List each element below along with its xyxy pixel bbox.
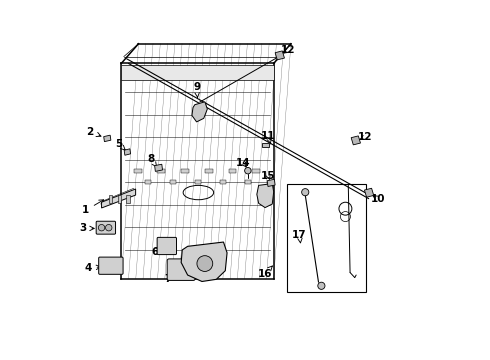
Text: 5: 5 xyxy=(115,139,125,150)
FancyBboxPatch shape xyxy=(167,259,195,280)
Bar xyxy=(145,180,151,184)
Circle shape xyxy=(302,189,309,196)
Bar xyxy=(170,180,176,184)
Polygon shape xyxy=(351,136,361,145)
Text: 2: 2 xyxy=(86,127,101,136)
Polygon shape xyxy=(155,164,163,171)
Text: 13: 13 xyxy=(257,191,272,204)
Text: 11: 11 xyxy=(261,131,275,144)
Circle shape xyxy=(105,225,112,231)
Polygon shape xyxy=(275,51,285,60)
Text: 6: 6 xyxy=(151,247,161,257)
Text: 8: 8 xyxy=(147,154,157,167)
Bar xyxy=(287,184,366,292)
Text: 7: 7 xyxy=(164,274,177,284)
Bar xyxy=(118,195,122,203)
Polygon shape xyxy=(365,188,374,197)
Text: 9: 9 xyxy=(193,82,200,98)
Text: 17: 17 xyxy=(292,230,307,243)
Bar xyxy=(245,180,251,184)
Bar xyxy=(262,143,270,147)
Bar xyxy=(157,168,166,173)
Polygon shape xyxy=(101,189,136,208)
Bar xyxy=(205,168,213,173)
Polygon shape xyxy=(257,184,274,208)
Bar xyxy=(195,180,201,184)
Text: 15: 15 xyxy=(261,171,275,181)
Bar xyxy=(228,168,236,173)
Polygon shape xyxy=(181,242,227,282)
Polygon shape xyxy=(267,179,275,186)
Bar xyxy=(109,195,112,203)
Circle shape xyxy=(98,225,105,231)
Bar xyxy=(134,168,142,173)
Bar xyxy=(126,195,129,203)
Text: 16: 16 xyxy=(257,266,272,279)
Bar xyxy=(220,180,226,184)
Bar xyxy=(122,65,274,80)
Text: 12: 12 xyxy=(358,132,372,142)
Text: 10: 10 xyxy=(370,194,385,204)
Bar xyxy=(181,168,189,173)
Text: 14: 14 xyxy=(236,158,250,168)
FancyBboxPatch shape xyxy=(96,221,116,234)
Polygon shape xyxy=(124,149,131,155)
Bar xyxy=(252,168,260,173)
Circle shape xyxy=(318,282,325,289)
Text: 18: 18 xyxy=(208,247,223,257)
Polygon shape xyxy=(104,135,111,141)
Text: 3: 3 xyxy=(79,224,94,233)
Text: 1: 1 xyxy=(82,200,104,216)
Circle shape xyxy=(197,256,213,271)
Polygon shape xyxy=(192,102,207,122)
Text: 12: 12 xyxy=(281,45,295,55)
FancyBboxPatch shape xyxy=(98,257,123,274)
Text: 4: 4 xyxy=(84,263,100,273)
Circle shape xyxy=(245,167,251,174)
FancyBboxPatch shape xyxy=(157,237,176,255)
